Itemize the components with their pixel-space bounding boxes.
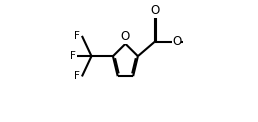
Text: O: O — [121, 30, 130, 43]
Text: O: O — [172, 35, 181, 48]
Text: F: F — [74, 71, 80, 81]
Text: F: F — [74, 31, 80, 41]
Text: F: F — [69, 51, 75, 61]
Text: O: O — [150, 4, 159, 17]
